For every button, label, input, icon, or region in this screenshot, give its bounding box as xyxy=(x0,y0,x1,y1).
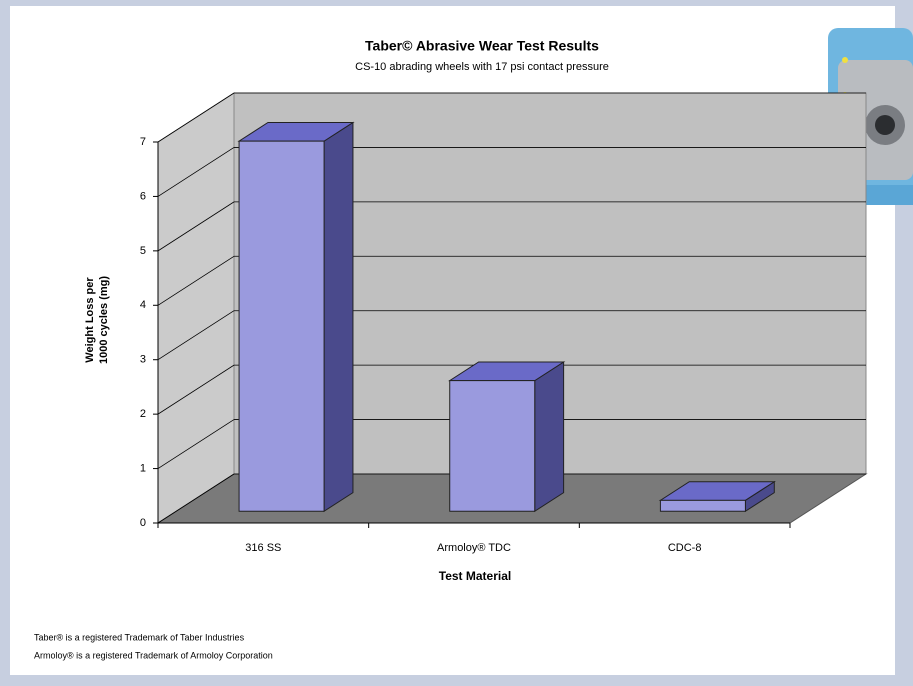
grid-line xyxy=(157,310,235,361)
bar xyxy=(659,499,746,512)
chart-title: Taber© Abrasive Wear Test Results xyxy=(365,38,599,54)
y-axis-label: 1000 cycles (mg) xyxy=(98,276,110,364)
x-tick-label: Armoloy® TDC xyxy=(437,542,511,554)
y-tick-label: 7 xyxy=(140,136,146,148)
x-tick-label: CDC-8 xyxy=(668,542,702,554)
grid-line xyxy=(157,255,235,306)
grid-line xyxy=(157,419,235,469)
footnote: Armoloy® is a registered Trademark of Ar… xyxy=(34,650,273,660)
y-tick-label: 5 xyxy=(140,245,146,257)
y-tick-label: 4 xyxy=(140,299,146,311)
y-tick-label: 6 xyxy=(140,190,146,202)
x-axis-label: Test Material xyxy=(439,569,511,583)
grid-line xyxy=(157,147,235,197)
x-tick-label: 316 SS xyxy=(245,542,281,554)
y-tick-label: 0 xyxy=(140,517,146,529)
bar-side xyxy=(534,361,565,513)
y-tick-label: 1 xyxy=(140,462,146,474)
grid-line xyxy=(157,364,235,415)
y-tick-label: 3 xyxy=(140,354,146,366)
bar-side xyxy=(323,121,354,513)
grid-line xyxy=(157,201,235,252)
footnote: Taber® is a registered Trademark of Tabe… xyxy=(34,632,245,642)
y-axis-label: Weight Loss per xyxy=(84,277,96,363)
chart-subtitle: CS-10 abrading wheels with 17 psi contac… xyxy=(355,61,609,73)
y-tick-label: 2 xyxy=(140,408,146,420)
left-wall xyxy=(157,92,235,524)
bar xyxy=(449,380,536,512)
grid-line xyxy=(157,473,235,524)
grid-line xyxy=(157,92,235,143)
bar xyxy=(238,140,325,512)
